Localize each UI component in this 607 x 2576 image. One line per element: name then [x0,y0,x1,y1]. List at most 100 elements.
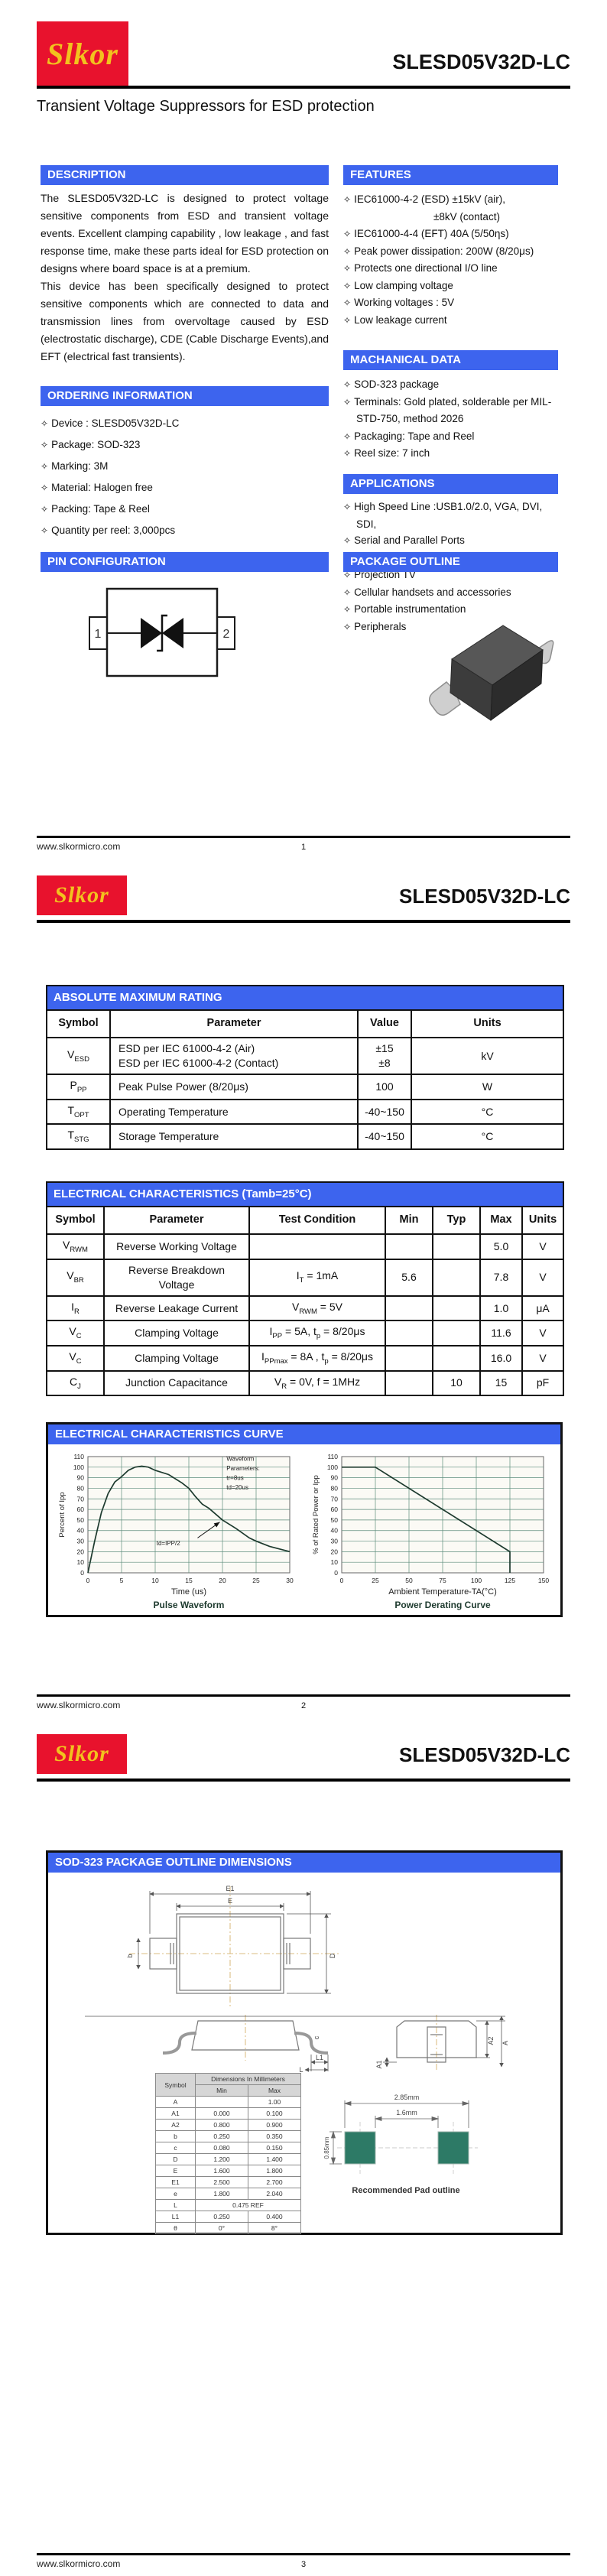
table-cell: D [155,2153,196,2165]
x-tick-label: 50 [405,1577,413,1584]
table-cell [432,1294,481,1322]
table-row: IR Reverse Leakage Current VRWM = 5V 1.0 μA [46,1294,565,1322]
table-cell: VESD [46,1037,111,1076]
list-item: ✧ Packaging: Tape and Reel [343,430,475,442]
doc-subtitle: Transient Voltage Suppressors for ESD pr… [37,98,375,115]
diamond-bullet-icon: ✧ [41,482,49,493]
table-cell: 0.475 REF [195,2199,301,2211]
list-item: ✧ Package: SOD-323 [41,439,141,450]
table-row: D 1.200 1.400 [155,2153,301,2165]
table-cell [385,1344,433,1372]
part-number-title: SLESD05V32D-LC [399,1743,570,1766]
x-tick-label: 100 [471,1577,482,1584]
table-cell: 1.00 [248,2096,301,2108]
table-cell: 0° [195,2222,248,2234]
part-number-title: SLESD05V32D-LC [399,885,570,908]
data-series-line [342,1466,511,1573]
table-cell: Reverse Breakdown Voltage [103,1258,250,1297]
pulse-waveform-chart: 0 10 20 30 40 50 60 70 80 90 100 110 0 5 10 15 20 25 30 Wav… [58,1453,294,1610]
label-E: E [228,1897,232,1905]
footer-rule [37,836,570,838]
diamond-bullet-icon: ✧ [343,280,352,291]
section-header-features: FEATURES [343,165,558,185]
table-cell: 100 [357,1074,412,1100]
x-tick-label: 150 [538,1577,549,1584]
y-tick-label: 50 [77,1516,85,1524]
table-row: c 0.080 0.150 [155,2142,301,2154]
slkor-logo-text: Slkor [54,1741,109,1766]
chart-annotation: Parameters: [226,1465,260,1472]
header-rule [37,1779,570,1782]
diamond-bullet-icon: ✧ [343,263,352,274]
chart-annotation: tr=8us [226,1474,243,1481]
diamond-bullet-icon: ✧ [343,430,352,442]
section-title: FEATURES [350,168,411,181]
y-tick-label: 30 [77,1538,85,1545]
column-header: Units [521,1206,565,1236]
table-cell: IPP = 5A, tp = 8/20μs [248,1320,386,1346]
footer-website: www.slkormicro.com [37,2558,121,2569]
label-A1: A1 [375,2060,383,2068]
y-tick-label: 60 [77,1506,85,1513]
table-cell: 0.350 [248,2130,301,2142]
table-cell: pF [521,1369,565,1397]
table-cell: 1.600 [195,2165,248,2177]
footer-website: www.slkormicro.com [37,841,121,852]
table-cell: 0.150 [248,2142,301,2154]
table-cell: 1.800 [248,2165,301,2177]
table-row: A 1.00 [155,2096,301,2108]
table-cell: -40~150 [357,1098,412,1126]
diamond-bullet-icon: ✧ [343,586,352,598]
pad-left [344,2131,376,2165]
x-tick-label: 20 [219,1577,226,1584]
table-row: VC Clamping Voltage IPP = 5A, tp = 8/20μs 1… [46,1320,565,1346]
y-tick-label: 80 [331,1484,339,1492]
list-item: ✧ Working voltages : 5V [343,297,455,308]
table-row: E1 2.500 2.700 [155,2176,301,2188]
table-cell: VR = 0V, f = 1MHz [248,1369,386,1397]
column-header: Test Condition [248,1206,386,1236]
list-item: ✧ Material: Halogen free [41,482,153,493]
table-row: TOPT Operating Temperature -40~150 °C [46,1098,565,1126]
column-header: Min [385,1206,433,1236]
side-view-dimensions [304,2055,329,2072]
list-item: ✧ Low leakage current [343,313,447,326]
page-number: 2 [300,1701,307,1710]
description-paragraph-2: This device has been specifically design… [41,280,329,362]
y-tick-label: 80 [77,1484,85,1492]
table-row: VC Clamping Voltage IPPmax = 8A , tp = 8/2… [46,1344,565,1372]
table-cell: 16.0 [479,1344,523,1372]
zener-bar-icon [157,614,167,652]
y-tick-label: 90 [77,1474,85,1482]
table-cell: 0.400 [248,2211,301,2223]
table-cell: Reverse Leakage Current [103,1294,250,1322]
pin-configuration-diagram: 1 2 [89,587,235,677]
table-cell: 0.250 [195,2211,248,2223]
dimensions-table: Symbol Dimensions In Millimeters Min Max… [155,2073,301,2234]
table-cell: 15 [479,1369,523,1397]
table-cell: V [521,1258,565,1297]
section-title: APPLICATIONS [350,477,435,490]
table-cell: Clamping Voltage [103,1320,250,1346]
table-cell: TSTG [46,1123,111,1150]
chart-annotation: td=20us [226,1484,248,1491]
diamond-bullet-icon: ✧ [343,502,352,512]
column-header-min: Min [195,2084,248,2097]
table-cell: -40~150 [357,1123,412,1150]
pad-dimension-lines [329,2100,470,2165]
table-cell: Junction Capacitance [103,1369,250,1397]
table-cell: IPPmax = 8A , tp = 8/20μs [248,1344,386,1372]
table-cell [385,1294,433,1322]
table-cell: 0.000 [195,2107,248,2120]
pad-gap-label: 1.6mm [396,2109,417,2116]
x-tick-label: 0 [340,1577,344,1584]
package-outline-dimensions-box: SOD-323 PACKAGE OUTLINE DIMENSIONS [46,1850,563,2235]
section-header-ordering-information: ORDERING INFORMATION [41,386,329,406]
table-row: TSTG Storage Temperature -40~150 °C [46,1123,565,1150]
label-D: D [329,1953,336,1958]
table-cell: 1.0 [479,1294,523,1322]
list-item: ✧ SOD-323 package [343,378,440,390]
diamond-bullet-icon: ✧ [41,525,49,536]
diamond-bullet-icon: ✧ [343,245,352,257]
